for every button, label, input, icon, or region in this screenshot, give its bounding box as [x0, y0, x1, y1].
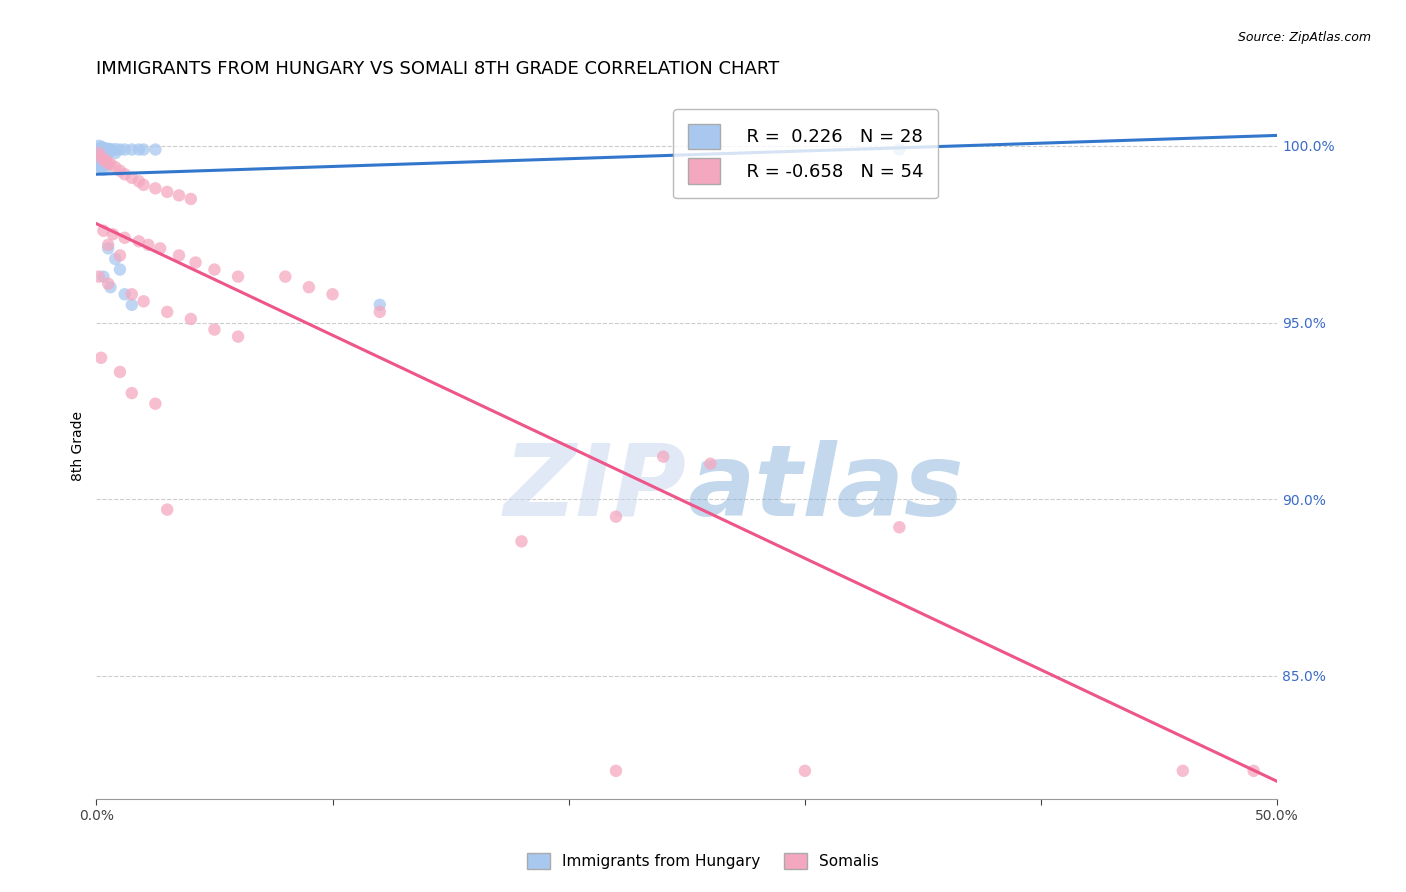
Point — [104, 146, 127, 161]
Point — [114, 287, 136, 301]
Point — [104, 160, 127, 174]
Point — [94, 143, 117, 157]
Point — [226, 269, 249, 284]
Point — [652, 450, 675, 464]
Point — [108, 262, 131, 277]
Point — [121, 287, 143, 301]
Y-axis label: 8th Grade: 8th Grade — [72, 411, 86, 481]
Point — [100, 156, 122, 170]
Point — [167, 188, 190, 202]
Point — [108, 143, 131, 157]
Point — [101, 227, 124, 242]
Point — [605, 764, 627, 778]
Point — [1171, 764, 1194, 778]
Point — [510, 534, 533, 549]
Point — [90, 150, 112, 164]
Point — [156, 502, 179, 516]
Point — [97, 143, 120, 157]
Point — [121, 170, 143, 185]
Point — [226, 329, 249, 343]
Point — [90, 156, 112, 170]
Point — [93, 153, 115, 168]
Point — [204, 322, 226, 336]
Point — [121, 298, 143, 312]
Point — [114, 167, 136, 181]
Point — [93, 146, 115, 161]
Legend:   R =  0.226   N = 28,   R = -0.658   N = 54: R = 0.226 N = 28, R = -0.658 N = 54 — [673, 109, 938, 198]
Point — [97, 277, 120, 291]
Point — [145, 143, 167, 157]
Point — [100, 143, 122, 157]
Point — [93, 224, 115, 238]
Point — [132, 178, 155, 192]
Point — [889, 520, 911, 534]
Point — [97, 237, 120, 252]
Point — [180, 192, 202, 206]
Point — [145, 181, 167, 195]
Point — [128, 174, 150, 188]
Point — [97, 241, 120, 255]
Point — [149, 241, 172, 255]
Point — [97, 156, 120, 170]
Point — [90, 143, 112, 157]
Point — [368, 298, 391, 312]
Point — [699, 457, 721, 471]
Point — [204, 262, 226, 277]
Point — [121, 143, 143, 157]
Point — [87, 269, 110, 284]
Legend: Immigrants from Hungary, Somalis: Immigrants from Hungary, Somalis — [522, 847, 884, 875]
Point — [184, 255, 207, 269]
Point — [100, 280, 122, 294]
Point — [368, 305, 391, 319]
Point — [114, 231, 136, 245]
Point — [274, 269, 297, 284]
Point — [93, 269, 115, 284]
Point — [298, 280, 321, 294]
Point — [108, 163, 131, 178]
Point — [93, 143, 115, 157]
Point — [90, 351, 112, 365]
Text: IMMIGRANTS FROM HUNGARY VS SOMALI 8TH GRADE CORRELATION CHART: IMMIGRANTS FROM HUNGARY VS SOMALI 8TH GR… — [97, 60, 779, 78]
Point — [180, 312, 202, 326]
Text: Source: ZipAtlas.com: Source: ZipAtlas.com — [1237, 31, 1371, 45]
Point — [108, 248, 131, 262]
Point — [104, 252, 127, 266]
Point — [104, 143, 127, 157]
Point — [87, 153, 110, 168]
Point — [136, 237, 159, 252]
Point — [93, 160, 115, 174]
Point — [121, 386, 143, 401]
Point — [605, 509, 627, 524]
Point — [87, 143, 110, 157]
Point — [114, 143, 136, 157]
Text: atlas: atlas — [686, 440, 963, 537]
Point — [889, 143, 911, 157]
Point — [108, 365, 131, 379]
Point — [128, 143, 150, 157]
Text: ZIP: ZIP — [503, 440, 686, 537]
Point — [1243, 764, 1265, 778]
Point — [156, 305, 179, 319]
Point — [156, 185, 179, 199]
Point — [128, 235, 150, 249]
Point — [87, 146, 110, 161]
Point — [145, 397, 167, 411]
Point — [132, 294, 155, 309]
Point — [167, 248, 190, 262]
Point — [793, 764, 815, 778]
Point — [97, 146, 120, 161]
Point — [94, 153, 117, 168]
Point — [322, 287, 344, 301]
Point — [132, 143, 155, 157]
